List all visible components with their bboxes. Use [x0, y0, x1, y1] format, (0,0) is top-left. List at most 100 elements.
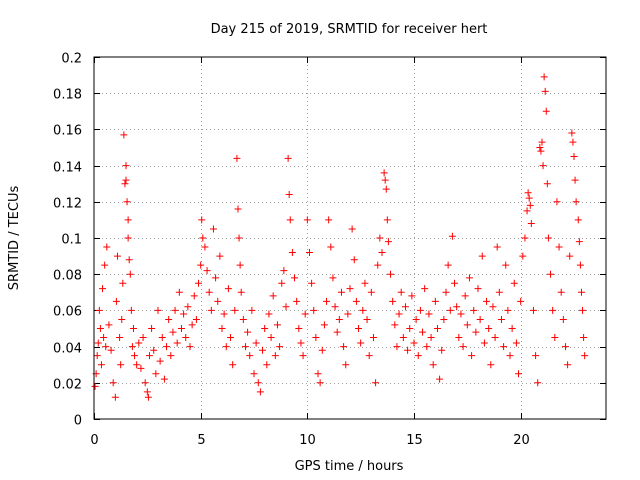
data-point — [236, 261, 244, 269]
data-point — [397, 288, 405, 296]
data-point — [282, 303, 290, 311]
data-point — [575, 238, 583, 246]
data-point — [316, 379, 324, 387]
data-point — [564, 361, 572, 369]
data-point — [310, 306, 318, 314]
data-point — [209, 225, 217, 233]
data-point — [297, 339, 305, 347]
data-point — [234, 205, 242, 213]
data-point — [141, 379, 149, 387]
data-point — [580, 334, 588, 342]
data-point — [497, 315, 505, 323]
data-point — [384, 238, 392, 246]
data-point — [344, 310, 352, 318]
data-point — [557, 288, 565, 296]
data-point — [122, 162, 130, 170]
data-point — [455, 334, 463, 342]
data-point — [148, 325, 156, 332]
data-point — [101, 261, 109, 269]
data-point — [342, 361, 350, 369]
data-point — [263, 361, 271, 369]
data-point — [459, 343, 467, 351]
data-point — [440, 315, 448, 323]
data-point — [95, 306, 103, 314]
y-tick-label: 0.12 — [53, 197, 82, 212]
data-point — [207, 306, 215, 314]
data-point — [182, 334, 190, 342]
data-point — [224, 285, 232, 293]
data-point — [474, 285, 482, 293]
data-point — [124, 234, 132, 242]
data-point — [453, 303, 461, 311]
data-point — [175, 288, 183, 296]
y-axis-label: SRMTID / TECUs — [7, 186, 22, 291]
data-point — [489, 303, 497, 311]
data-point — [399, 334, 407, 342]
data-point — [128, 343, 136, 351]
y-tick-label: 0.1 — [61, 233, 82, 248]
data-point — [235, 234, 243, 242]
data-point — [103, 243, 111, 251]
data-point — [320, 321, 328, 329]
data-point — [233, 154, 241, 162]
data-point — [372, 379, 380, 387]
y-tick-label: 0.16 — [53, 124, 82, 139]
data-point — [113, 252, 121, 260]
data-point — [325, 216, 333, 224]
data-point — [537, 147, 545, 155]
data-point — [421, 285, 429, 293]
data-point — [576, 261, 584, 269]
data-point — [408, 292, 416, 300]
data-point — [340, 343, 348, 351]
data-point — [286, 216, 294, 224]
data-point — [532, 352, 540, 360]
data-point — [308, 279, 316, 287]
data-point — [382, 185, 390, 193]
data-point — [171, 306, 179, 314]
data-point — [470, 306, 478, 314]
data-point — [117, 361, 125, 369]
data-point — [404, 346, 412, 354]
data-point — [220, 310, 228, 318]
data-point — [448, 232, 456, 240]
data-point — [288, 248, 296, 256]
data-point — [173, 339, 181, 347]
data-point — [337, 288, 345, 296]
data-point — [291, 274, 299, 282]
x-tick-label: 5 — [197, 433, 205, 448]
data-point — [383, 216, 391, 224]
data-point — [250, 370, 258, 378]
data-point — [393, 343, 401, 351]
y-tick-label: 0.08 — [53, 269, 82, 284]
data-point — [144, 393, 152, 401]
data-point — [265, 310, 273, 318]
data-point — [122, 176, 130, 184]
data-point — [96, 325, 104, 332]
data-point — [495, 288, 503, 296]
data-point — [259, 346, 267, 354]
data-point — [156, 357, 164, 365]
data-point — [121, 180, 129, 188]
data-point — [539, 162, 547, 170]
data-point — [346, 285, 354, 293]
data-point — [188, 321, 196, 329]
data-point — [167, 352, 175, 360]
data-point — [357, 339, 365, 347]
data-point — [536, 144, 544, 151]
data-point — [465, 274, 473, 282]
data-point — [177, 325, 185, 332]
data-point — [348, 225, 356, 233]
data-point — [285, 191, 293, 199]
plot-frame — [93, 56, 607, 420]
data-point — [97, 361, 105, 369]
data-point — [295, 325, 303, 332]
data-point — [389, 297, 397, 305]
data-point — [416, 306, 424, 314]
data-point — [508, 325, 516, 332]
data-point — [203, 267, 211, 275]
data-point — [355, 325, 363, 332]
data-point — [237, 288, 245, 296]
data-point — [359, 306, 367, 314]
data-point — [169, 328, 177, 336]
data-point — [525, 194, 533, 202]
